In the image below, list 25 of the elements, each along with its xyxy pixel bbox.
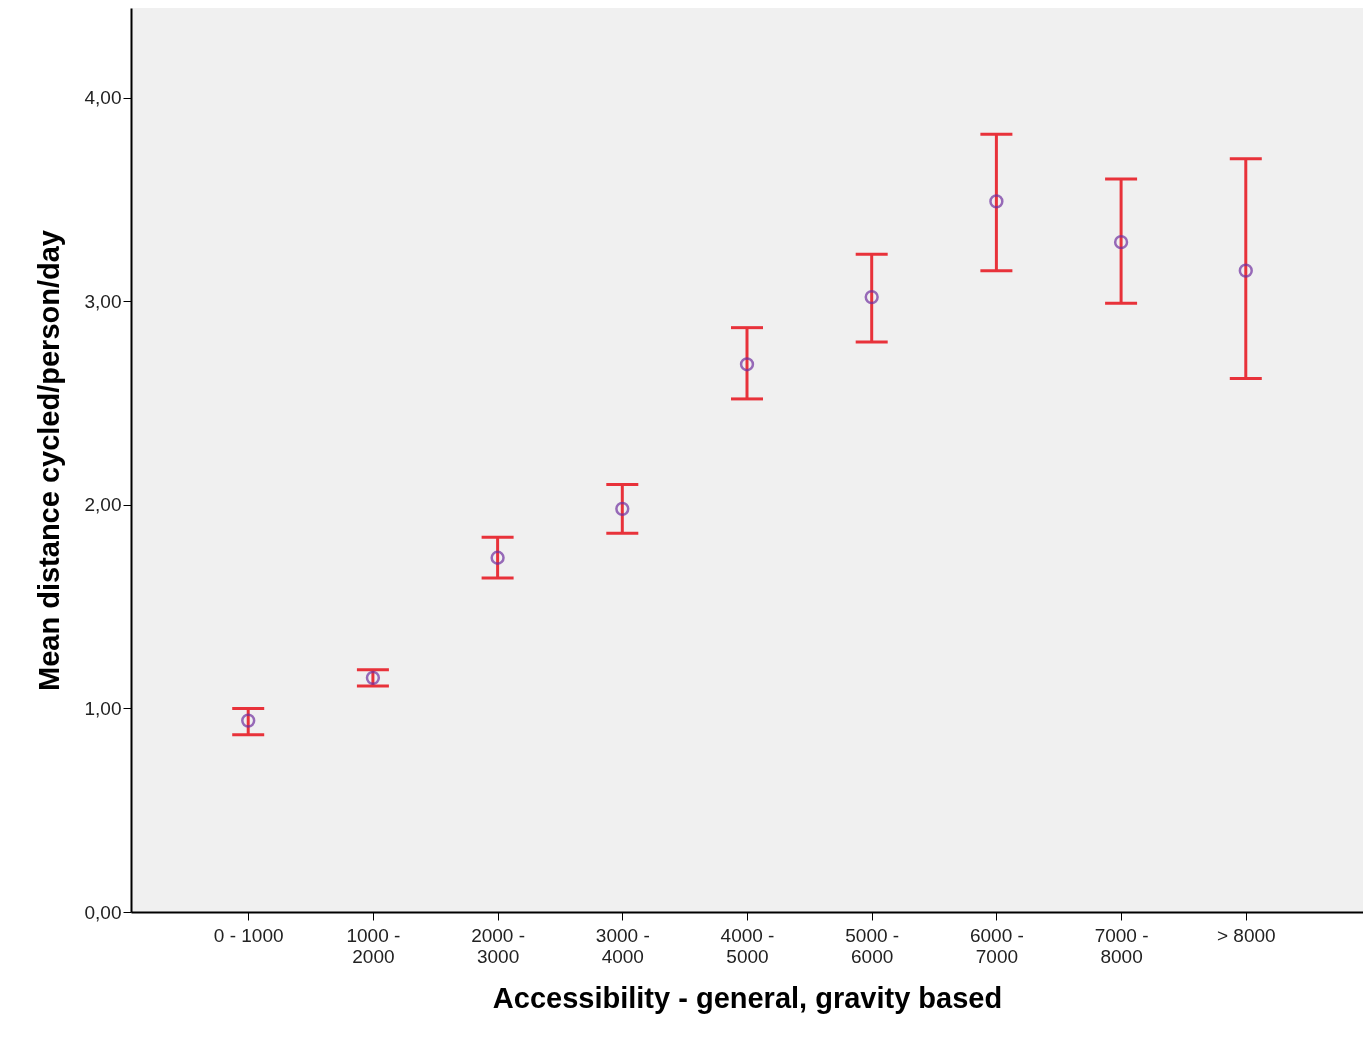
x-tick-label: 6000 - 7000 [969, 924, 1024, 967]
y-tick-label: 1,00 [84, 697, 122, 719]
x-tick-label: 4000 - 5000 [720, 924, 775, 967]
x-tick-label: 2000 - 3000 [471, 924, 526, 967]
x-axis-title: Accessibility - general, gravity based [492, 981, 1003, 1014]
point [739, 357, 755, 372]
x-tick-label: 1000 - 2000 [346, 924, 401, 967]
point [241, 713, 256, 728]
point [864, 289, 879, 305]
point [989, 194, 1004, 209]
point [490, 550, 505, 565]
x-tick-label: 0 - 1000 [213, 924, 284, 946]
point [1238, 263, 1253, 278]
x-tick-label: 3000 - 4000 [595, 924, 650, 967]
y-tick-label: 4,00 [84, 87, 122, 109]
y-axis-title: Mean distance cycled/person/day [32, 230, 65, 691]
point [1113, 234, 1129, 250]
x-tick-label: 5000 - 6000 [845, 924, 900, 967]
point [365, 670, 381, 686]
y-tick-label: 0,00 [84, 901, 122, 923]
point [615, 501, 630, 517]
x-tick-label: 7000 - 8000 [1094, 924, 1149, 967]
y-tick-label: 2,00 [84, 494, 122, 516]
y-tick-label: 3,00 [84, 290, 122, 312]
x-tick-label: > 8000 [1216, 924, 1276, 946]
